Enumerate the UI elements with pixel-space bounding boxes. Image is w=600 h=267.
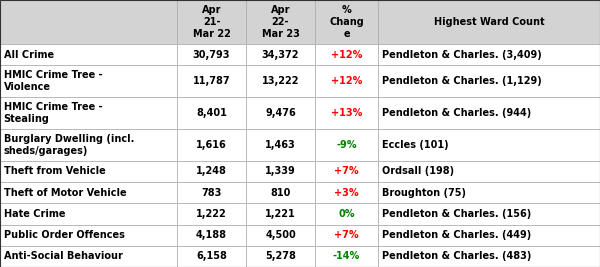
Text: +7%: +7% <box>334 230 359 240</box>
Bar <box>315 65 378 97</box>
Bar <box>315 225 378 246</box>
Text: Public Order Offences: Public Order Offences <box>4 230 124 240</box>
Bar <box>246 44 315 65</box>
Text: 13,222: 13,222 <box>262 76 299 86</box>
Text: Apr
22-
Mar 23: Apr 22- Mar 23 <box>262 5 299 39</box>
Bar <box>0 246 177 267</box>
Bar <box>0 225 177 246</box>
Text: 8,401: 8,401 <box>196 108 227 118</box>
Text: 1,463: 1,463 <box>265 140 296 150</box>
Text: HMIC Crime Tree -
Stealing: HMIC Crime Tree - Stealing <box>4 102 102 124</box>
Text: 4,188: 4,188 <box>196 230 227 240</box>
Bar <box>378 129 600 161</box>
Text: Pendleton & Charles. (156): Pendleton & Charles. (156) <box>382 209 531 219</box>
Bar <box>177 246 246 267</box>
Text: Eccles (101): Eccles (101) <box>382 140 448 150</box>
Text: 1,339: 1,339 <box>265 166 296 176</box>
Text: 1,616: 1,616 <box>196 140 227 150</box>
Bar <box>378 65 600 97</box>
Text: 9,476: 9,476 <box>265 108 296 118</box>
Text: 4,500: 4,500 <box>265 230 296 240</box>
Bar <box>378 97 600 129</box>
Text: -9%: -9% <box>336 140 357 150</box>
Text: 6,158: 6,158 <box>196 252 227 261</box>
Text: 30,793: 30,793 <box>193 50 230 60</box>
Text: +12%: +12% <box>331 76 362 86</box>
Text: 1,222: 1,222 <box>196 209 227 219</box>
Bar <box>315 161 378 182</box>
Bar <box>177 44 246 65</box>
Text: 0%: 0% <box>338 209 355 219</box>
Bar <box>177 0 246 44</box>
Bar <box>177 225 246 246</box>
Bar <box>246 246 315 267</box>
Bar <box>315 246 378 267</box>
Text: 34,372: 34,372 <box>262 50 299 60</box>
Text: Hate Crime: Hate Crime <box>4 209 65 219</box>
Bar <box>0 129 177 161</box>
Bar <box>0 182 177 203</box>
Bar <box>177 203 246 225</box>
Bar <box>378 182 600 203</box>
Text: %
Chang
e: % Chang e <box>329 5 364 39</box>
Bar <box>0 161 177 182</box>
Bar <box>177 129 246 161</box>
Text: Pendleton & Charles. (1,129): Pendleton & Charles. (1,129) <box>382 76 541 86</box>
Bar <box>0 65 177 97</box>
Text: Highest Ward Count: Highest Ward Count <box>434 17 544 27</box>
Text: Anti-Social Behaviour: Anti-Social Behaviour <box>4 252 122 261</box>
Text: +13%: +13% <box>331 108 362 118</box>
Bar <box>0 44 177 65</box>
Text: Theft of Motor Vehicle: Theft of Motor Vehicle <box>4 188 126 198</box>
Text: Ordsall (198): Ordsall (198) <box>382 166 454 176</box>
Bar <box>378 161 600 182</box>
Bar <box>315 203 378 225</box>
Text: Burglary Dwelling (incl.
sheds/garages): Burglary Dwelling (incl. sheds/garages) <box>4 134 134 156</box>
Bar <box>246 97 315 129</box>
Bar <box>378 225 600 246</box>
Bar <box>246 129 315 161</box>
Bar <box>0 203 177 225</box>
Bar <box>177 161 246 182</box>
Bar <box>246 65 315 97</box>
Bar <box>246 203 315 225</box>
Text: 11,787: 11,787 <box>193 76 230 86</box>
Bar <box>177 182 246 203</box>
Text: +12%: +12% <box>331 50 362 60</box>
Text: -14%: -14% <box>333 252 360 261</box>
Text: 5,278: 5,278 <box>265 252 296 261</box>
Text: 1,248: 1,248 <box>196 166 227 176</box>
Text: Pendleton & Charles. (449): Pendleton & Charles. (449) <box>382 230 531 240</box>
Bar <box>246 225 315 246</box>
Bar <box>246 161 315 182</box>
Text: Pendleton & Charles. (944): Pendleton & Charles. (944) <box>382 108 531 118</box>
Bar <box>177 97 246 129</box>
Bar <box>315 129 378 161</box>
Text: All Crime: All Crime <box>4 50 54 60</box>
Bar <box>315 182 378 203</box>
Bar <box>0 97 177 129</box>
Bar <box>315 97 378 129</box>
Bar <box>315 0 378 44</box>
Text: 1,221: 1,221 <box>265 209 296 219</box>
Text: +7%: +7% <box>334 166 359 176</box>
Text: +3%: +3% <box>334 188 359 198</box>
Text: HMIC Crime Tree -
Violence: HMIC Crime Tree - Violence <box>4 70 102 92</box>
Text: 783: 783 <box>202 188 221 198</box>
Bar <box>246 182 315 203</box>
Text: 810: 810 <box>271 188 290 198</box>
Bar <box>378 0 600 44</box>
Bar <box>177 65 246 97</box>
Text: Broughton (75): Broughton (75) <box>382 188 466 198</box>
Bar <box>246 0 315 44</box>
Bar <box>378 246 600 267</box>
Bar <box>378 203 600 225</box>
Bar <box>0 0 177 44</box>
Text: Pendleton & Charles. (3,409): Pendleton & Charles. (3,409) <box>382 50 541 60</box>
Bar <box>378 44 600 65</box>
Bar <box>315 44 378 65</box>
Text: Apr
21-
Mar 22: Apr 21- Mar 22 <box>193 5 230 39</box>
Text: Theft from Vehicle: Theft from Vehicle <box>4 166 106 176</box>
Text: Pendleton & Charles. (483): Pendleton & Charles. (483) <box>382 252 531 261</box>
